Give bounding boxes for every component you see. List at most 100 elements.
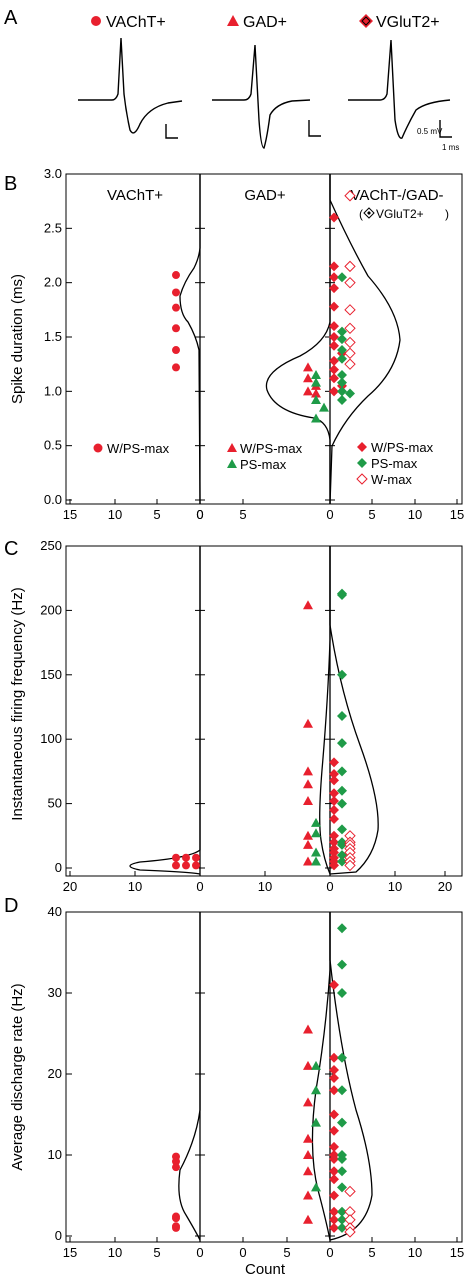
data-point-diamond-open — [344, 1226, 356, 1238]
ytick-label: 100 — [40, 731, 62, 746]
legend-b-other-w: W-max — [371, 472, 412, 487]
xtick-label: 5 — [153, 1245, 160, 1260]
data-point-triangle — [311, 847, 321, 857]
data-point-diamond — [337, 738, 347, 749]
panel-b-curve-other — [329, 174, 401, 505]
xtick-label: 0 — [196, 507, 203, 522]
data-point-diamond — [329, 796, 339, 807]
data-point-diamond — [329, 301, 339, 312]
legend-gad-label: GAD+ — [243, 14, 287, 31]
panel-d-curve-vacht — [178, 912, 201, 1241]
legend-b-other-pink-icon — [356, 473, 368, 485]
data-point-diamond-open — [344, 336, 356, 349]
data-point-diamond — [329, 212, 339, 223]
data-point-triangle — [311, 395, 321, 405]
panel-b-curve-vacht — [179, 174, 201, 505]
data-point-triangle — [311, 1117, 321, 1127]
panel-d-points — [172, 923, 356, 1238]
panel-b-xticks: 15 10 5 00 5 0 5 10 15 — [63, 499, 464, 522]
data-point-triangle — [311, 377, 321, 387]
legend-vacht-label: VAChT+ — [106, 14, 166, 31]
xtick-label: 15 — [450, 1245, 464, 1260]
ytick-label: 30 — [48, 985, 62, 1000]
data-point-diamond — [329, 860, 339, 871]
data-point-diamond — [329, 1141, 339, 1152]
data-point-circle — [172, 271, 180, 280]
panel-d-frame — [65, 911, 463, 1243]
panel-c-curve-vacht — [129, 546, 201, 875]
data-point-diamond — [329, 1222, 339, 1233]
legend-b-gad-ps: PS-max — [240, 457, 287, 472]
data-point-diamond — [329, 340, 339, 351]
panel-d: 0 10 20 30 40 15 10 5 0 0 5 0 5 10 15 Average dischar… — [9, 904, 464, 1278]
data-point-diamond — [337, 326, 347, 337]
data-point-triangle — [303, 1060, 313, 1070]
data-point-diamond — [329, 386, 339, 397]
xtick-label: 0 — [326, 879, 333, 894]
scalebar-time-label: 1 ms — [442, 143, 459, 152]
data-point-diamond — [329, 321, 339, 332]
data-point-triangle — [303, 856, 313, 866]
data-point-diamond — [337, 785, 347, 796]
data-point-triangle — [303, 839, 313, 849]
data-point-triangle — [311, 1060, 321, 1070]
data-point-diamond-open — [344, 358, 356, 370]
data-point-triangle — [311, 828, 321, 838]
data-point-circle — [172, 1223, 180, 1232]
data-point-diamond — [329, 1166, 339, 1177]
data-point-diamond — [329, 775, 339, 786]
xtick-label: 5 — [239, 507, 246, 522]
data-point-diamond — [337, 1166, 347, 1177]
xtick-label: 0 — [239, 1245, 246, 1260]
ytick-label: 20 — [48, 1066, 62, 1081]
data-point-triangle — [303, 362, 313, 372]
data-point-triangle — [311, 817, 321, 827]
data-point-diamond — [337, 766, 347, 777]
legend-circle-icon — [91, 16, 101, 26]
legend-a: VAChT+ GAD+ VGluT2+ — [91, 14, 440, 31]
data-point-diamond — [329, 768, 339, 779]
data-point-diamond — [337, 824, 347, 835]
data-point-triangle — [303, 1150, 313, 1159]
ytick-label: 2.5 — [44, 220, 62, 235]
data-point-diamond — [337, 959, 347, 970]
xtick-label: 0 — [196, 1245, 203, 1260]
data-point-triangle — [303, 386, 313, 396]
panel-b: 0.00.51.01.52.02.53.0 15 10 5 00 5 0 5 10 15 Spi… — [9, 166, 464, 522]
legend-vglut-label: VGluT2+ — [376, 14, 440, 31]
data-point-diamond — [337, 669, 347, 680]
data-point-diamond — [329, 830, 339, 841]
panel-b-title-gad: GAD+ — [244, 187, 286, 204]
data-point-circle — [172, 853, 180, 862]
data-point-diamond-open — [344, 1185, 356, 1198]
data-point-diamond — [337, 353, 347, 364]
panel-b-yticks: 0.0 0.5 1.0 1.5 2.0 2.5 3.0 — [44, 166, 335, 507]
xtick-label: 0 — [326, 507, 333, 522]
data-point-diamond — [329, 1085, 339, 1096]
panel-b-points — [172, 190, 356, 423]
legend-diamond-outline-icon — [361, 16, 371, 26]
data-point-circle — [172, 363, 180, 372]
panel-d-curve-other — [329, 912, 373, 1241]
panel-b-frame — [65, 173, 463, 505]
xtick-label: 10 — [258, 879, 272, 894]
panel-b-vglut-paren-close: ) — [445, 207, 449, 221]
data-point-diamond — [337, 588, 347, 599]
panel-b-vglut-note: VGluT2+ — [376, 207, 424, 221]
waveform-vacht — [78, 37, 183, 134]
data-point-circle — [172, 346, 180, 355]
xtick-label: 20 — [438, 879, 452, 894]
data-point-diamond-open — [344, 347, 356, 360]
data-point-triangle — [303, 1133, 313, 1143]
data-point-circle — [192, 861, 200, 870]
data-point-circle — [182, 853, 190, 862]
legend-triangle-icon — [227, 15, 239, 26]
panel-c-curve-other — [329, 546, 379, 875]
xtick-label: 15 — [63, 507, 77, 522]
panel-b-vglut-diamond-inner-icon — [367, 211, 371, 215]
data-point-triangle — [303, 766, 313, 776]
data-point-diamond — [337, 395, 347, 406]
data-point-circle — [172, 303, 180, 312]
scalebar-1 — [165, 124, 178, 139]
